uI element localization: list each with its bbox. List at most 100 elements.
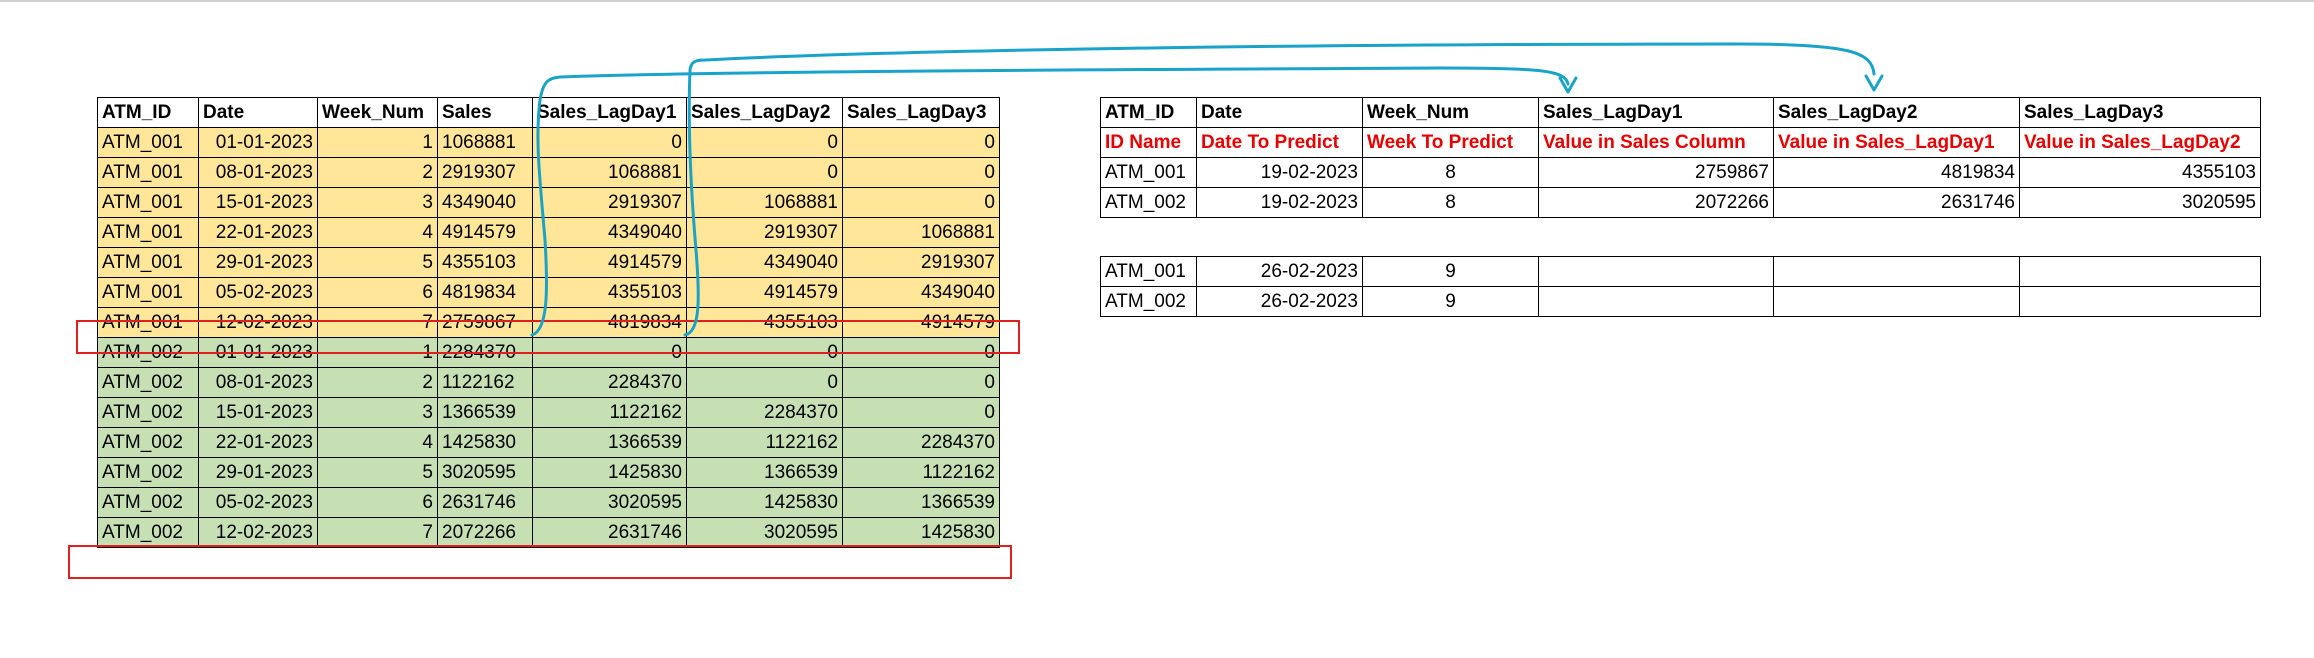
- table-cell: 2284370: [686, 397, 843, 428]
- table-cell: 2: [317, 157, 438, 188]
- table-cell: 4349040: [686, 247, 843, 278]
- table-cell: 3020595: [532, 487, 687, 518]
- table-cell: 29-01-2023: [198, 247, 318, 278]
- table-cell: 3020595: [2019, 187, 2261, 218]
- table-cell: 2919307: [842, 247, 1000, 278]
- table-cell: ATM_001: [97, 157, 199, 188]
- table-cell: [2019, 256, 2261, 287]
- table-cell: 4355103: [686, 307, 843, 338]
- table-cell: 1068881: [532, 157, 687, 188]
- arrow-head-lag2: [1864, 74, 1884, 92]
- history-table: ATM_ID Date Week_Num Sales Sales_LagDay1…: [97, 97, 1000, 548]
- table-cell: 0: [842, 187, 1000, 218]
- table-cell: ATM_001: [1100, 157, 1197, 188]
- table-cell: 3: [317, 187, 438, 218]
- table-cell: ATM_002: [97, 487, 199, 518]
- table-cell: [1538, 286, 1774, 317]
- history-row: ATM_001 12-02-2023 7 2759867 4819834 4355103 4…: [97, 307, 1000, 338]
- table-cell: [1538, 256, 1774, 287]
- table-cell: 4355103: [532, 277, 687, 308]
- table-cell: 1366539: [842, 487, 1000, 518]
- table-cell: 2631746: [1773, 187, 2020, 218]
- table-cell: 4819834: [1773, 157, 2020, 188]
- table-cell: 2919307: [686, 217, 843, 248]
- table-cell: 2631746: [437, 487, 533, 518]
- history-row: ATM_001 15-01-2023 3 4349040 2919307 1068881 0: [97, 187, 1000, 218]
- table-cell: [1773, 256, 2020, 287]
- table-cell: 6: [317, 487, 438, 518]
- table-cell: 6: [317, 277, 438, 308]
- table-cell: 1122162: [532, 397, 687, 428]
- prediction-table: ATM_ID Date Week_Num Sales_LagDay1 Sales…: [1100, 97, 2261, 218]
- table-cell: 4: [317, 217, 438, 248]
- table-cell: ATM_001: [97, 307, 199, 338]
- table-cell: 4914579: [532, 247, 687, 278]
- future-prediction-table: ATM_001 26-02-2023 9 ATM_002 26-02-2023 9: [1100, 256, 2261, 317]
- table-cell: 8: [1362, 157, 1539, 188]
- table-cell: 3020595: [437, 457, 533, 488]
- table-cell: 1068881: [686, 187, 843, 218]
- col-header-atm-id: ATM_ID: [97, 97, 199, 128]
- table-cell: 26-02-2023: [1196, 256, 1363, 287]
- col-header-lag2: Sales_LagDay2: [686, 97, 843, 128]
- table-cell: 1425830: [842, 517, 1000, 548]
- desc-value-lag2: Value in Sales_LagDay2: [2019, 127, 2261, 158]
- table-cell: 7: [317, 307, 438, 338]
- table-cell: 9: [1362, 256, 1539, 287]
- table-cell: 1122162: [437, 367, 533, 398]
- table-cell: 2919307: [532, 187, 687, 218]
- top-border-line: [0, 0, 2314, 2]
- table-cell: 2919307: [437, 157, 533, 188]
- table-cell: [1773, 286, 2020, 317]
- table-cell: 2284370: [532, 367, 687, 398]
- arrow-lag1-to-lag2: [683, 42, 1876, 337]
- table-cell: 1122162: [686, 427, 843, 458]
- future-row: ATM_002 26-02-2023 9: [1100, 286, 2261, 317]
- table-cell: ATM_001: [97, 277, 199, 308]
- table-cell: 3: [317, 397, 438, 428]
- table-cell: 12-02-2023: [198, 307, 318, 338]
- table-cell: 12-02-2023: [198, 517, 318, 548]
- table-cell: 0: [842, 397, 1000, 428]
- table-cell: 4349040: [532, 217, 687, 248]
- history-row: ATM_001 05-02-2023 6 4819834 4355103 4914579 4…: [97, 277, 1000, 308]
- desc-date-to-predict: Date To Predict: [1196, 127, 1363, 158]
- table-cell: ATM_001: [97, 127, 199, 158]
- table-cell: 1425830: [437, 427, 533, 458]
- table-cell: 0: [842, 367, 1000, 398]
- table-cell: 0: [842, 127, 1000, 158]
- table-cell: 22-01-2023: [198, 427, 318, 458]
- table-cell: 4819834: [532, 307, 687, 338]
- table-cell: 4349040: [437, 187, 533, 218]
- table-cell: 1: [317, 127, 438, 158]
- table-cell: 2759867: [437, 307, 533, 338]
- highlight-box-atm001-last: [76, 320, 1020, 354]
- table-cell: 8: [1362, 187, 1539, 218]
- history-row: ATM_001 01-01-2023 1 1068881 0 0 0: [97, 127, 1000, 158]
- table-cell: 2759867: [1538, 157, 1774, 188]
- table-cell: 4: [317, 427, 438, 458]
- history-row: ATM_002 08-01-2023 2 1122162 2284370 0 0: [97, 367, 1000, 398]
- desc-value-sales: Value in Sales Column: [1538, 127, 1774, 158]
- table-cell: ATM_001: [97, 247, 199, 278]
- history-header-row: ATM_ID Date Week_Num Sales Sales_LagDay1…: [97, 97, 1000, 128]
- arrow-sales-to-lag1: [530, 66, 1570, 337]
- table-cell: 0: [686, 367, 843, 398]
- table-cell: 4355103: [2019, 157, 2261, 188]
- table-cell: ATM_002: [97, 517, 199, 548]
- history-row: ATM_002 05-02-2023 6 2631746 3020595 1425830 1…: [97, 487, 1000, 518]
- table-cell: ATM_001: [97, 187, 199, 218]
- table-cell: 08-01-2023: [198, 367, 318, 398]
- table-cell: 0: [842, 157, 1000, 188]
- prediction-row: ATM_002 19-02-2023 8 2072266 2631746 3020595: [1100, 187, 2261, 218]
- history-row: ATM_002 12-02-2023 7 2072266 2631746 3020595 1…: [97, 517, 1000, 548]
- table-cell: ATM_001: [97, 217, 199, 248]
- table-cell: 1068881: [842, 217, 1000, 248]
- table-cell: 2631746: [532, 517, 687, 548]
- desc-week-to-predict: Week To Predict: [1362, 127, 1539, 158]
- table-cell: 7: [317, 517, 438, 548]
- history-row: ATM_002 22-01-2023 4 1425830 1366539 1122162 2…: [97, 427, 1000, 458]
- col-header-date: Date: [198, 97, 318, 128]
- table-cell: [2019, 286, 2261, 317]
